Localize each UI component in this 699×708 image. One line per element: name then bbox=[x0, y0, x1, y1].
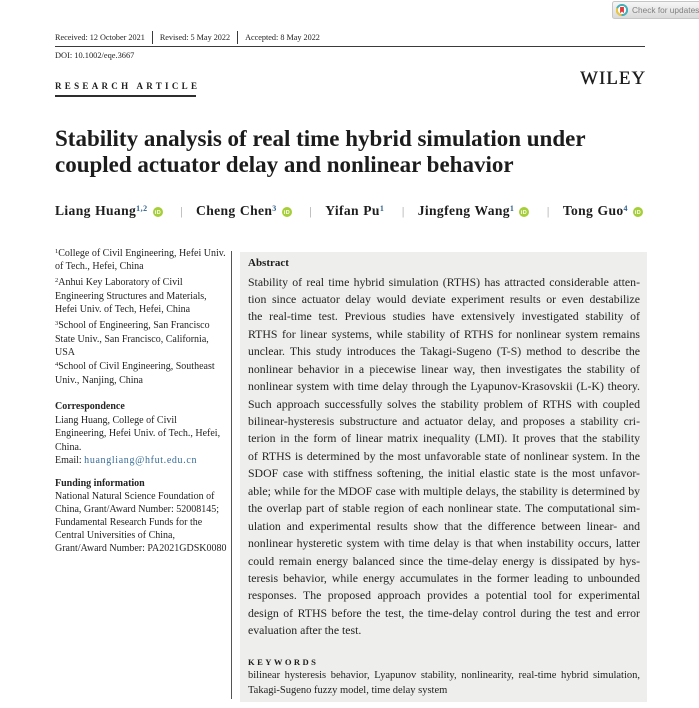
svg-text:iD: iD bbox=[635, 210, 641, 216]
svg-text:iD: iD bbox=[521, 210, 527, 216]
svg-text:iD: iD bbox=[284, 210, 290, 216]
svg-text:iD: iD bbox=[155, 210, 161, 216]
